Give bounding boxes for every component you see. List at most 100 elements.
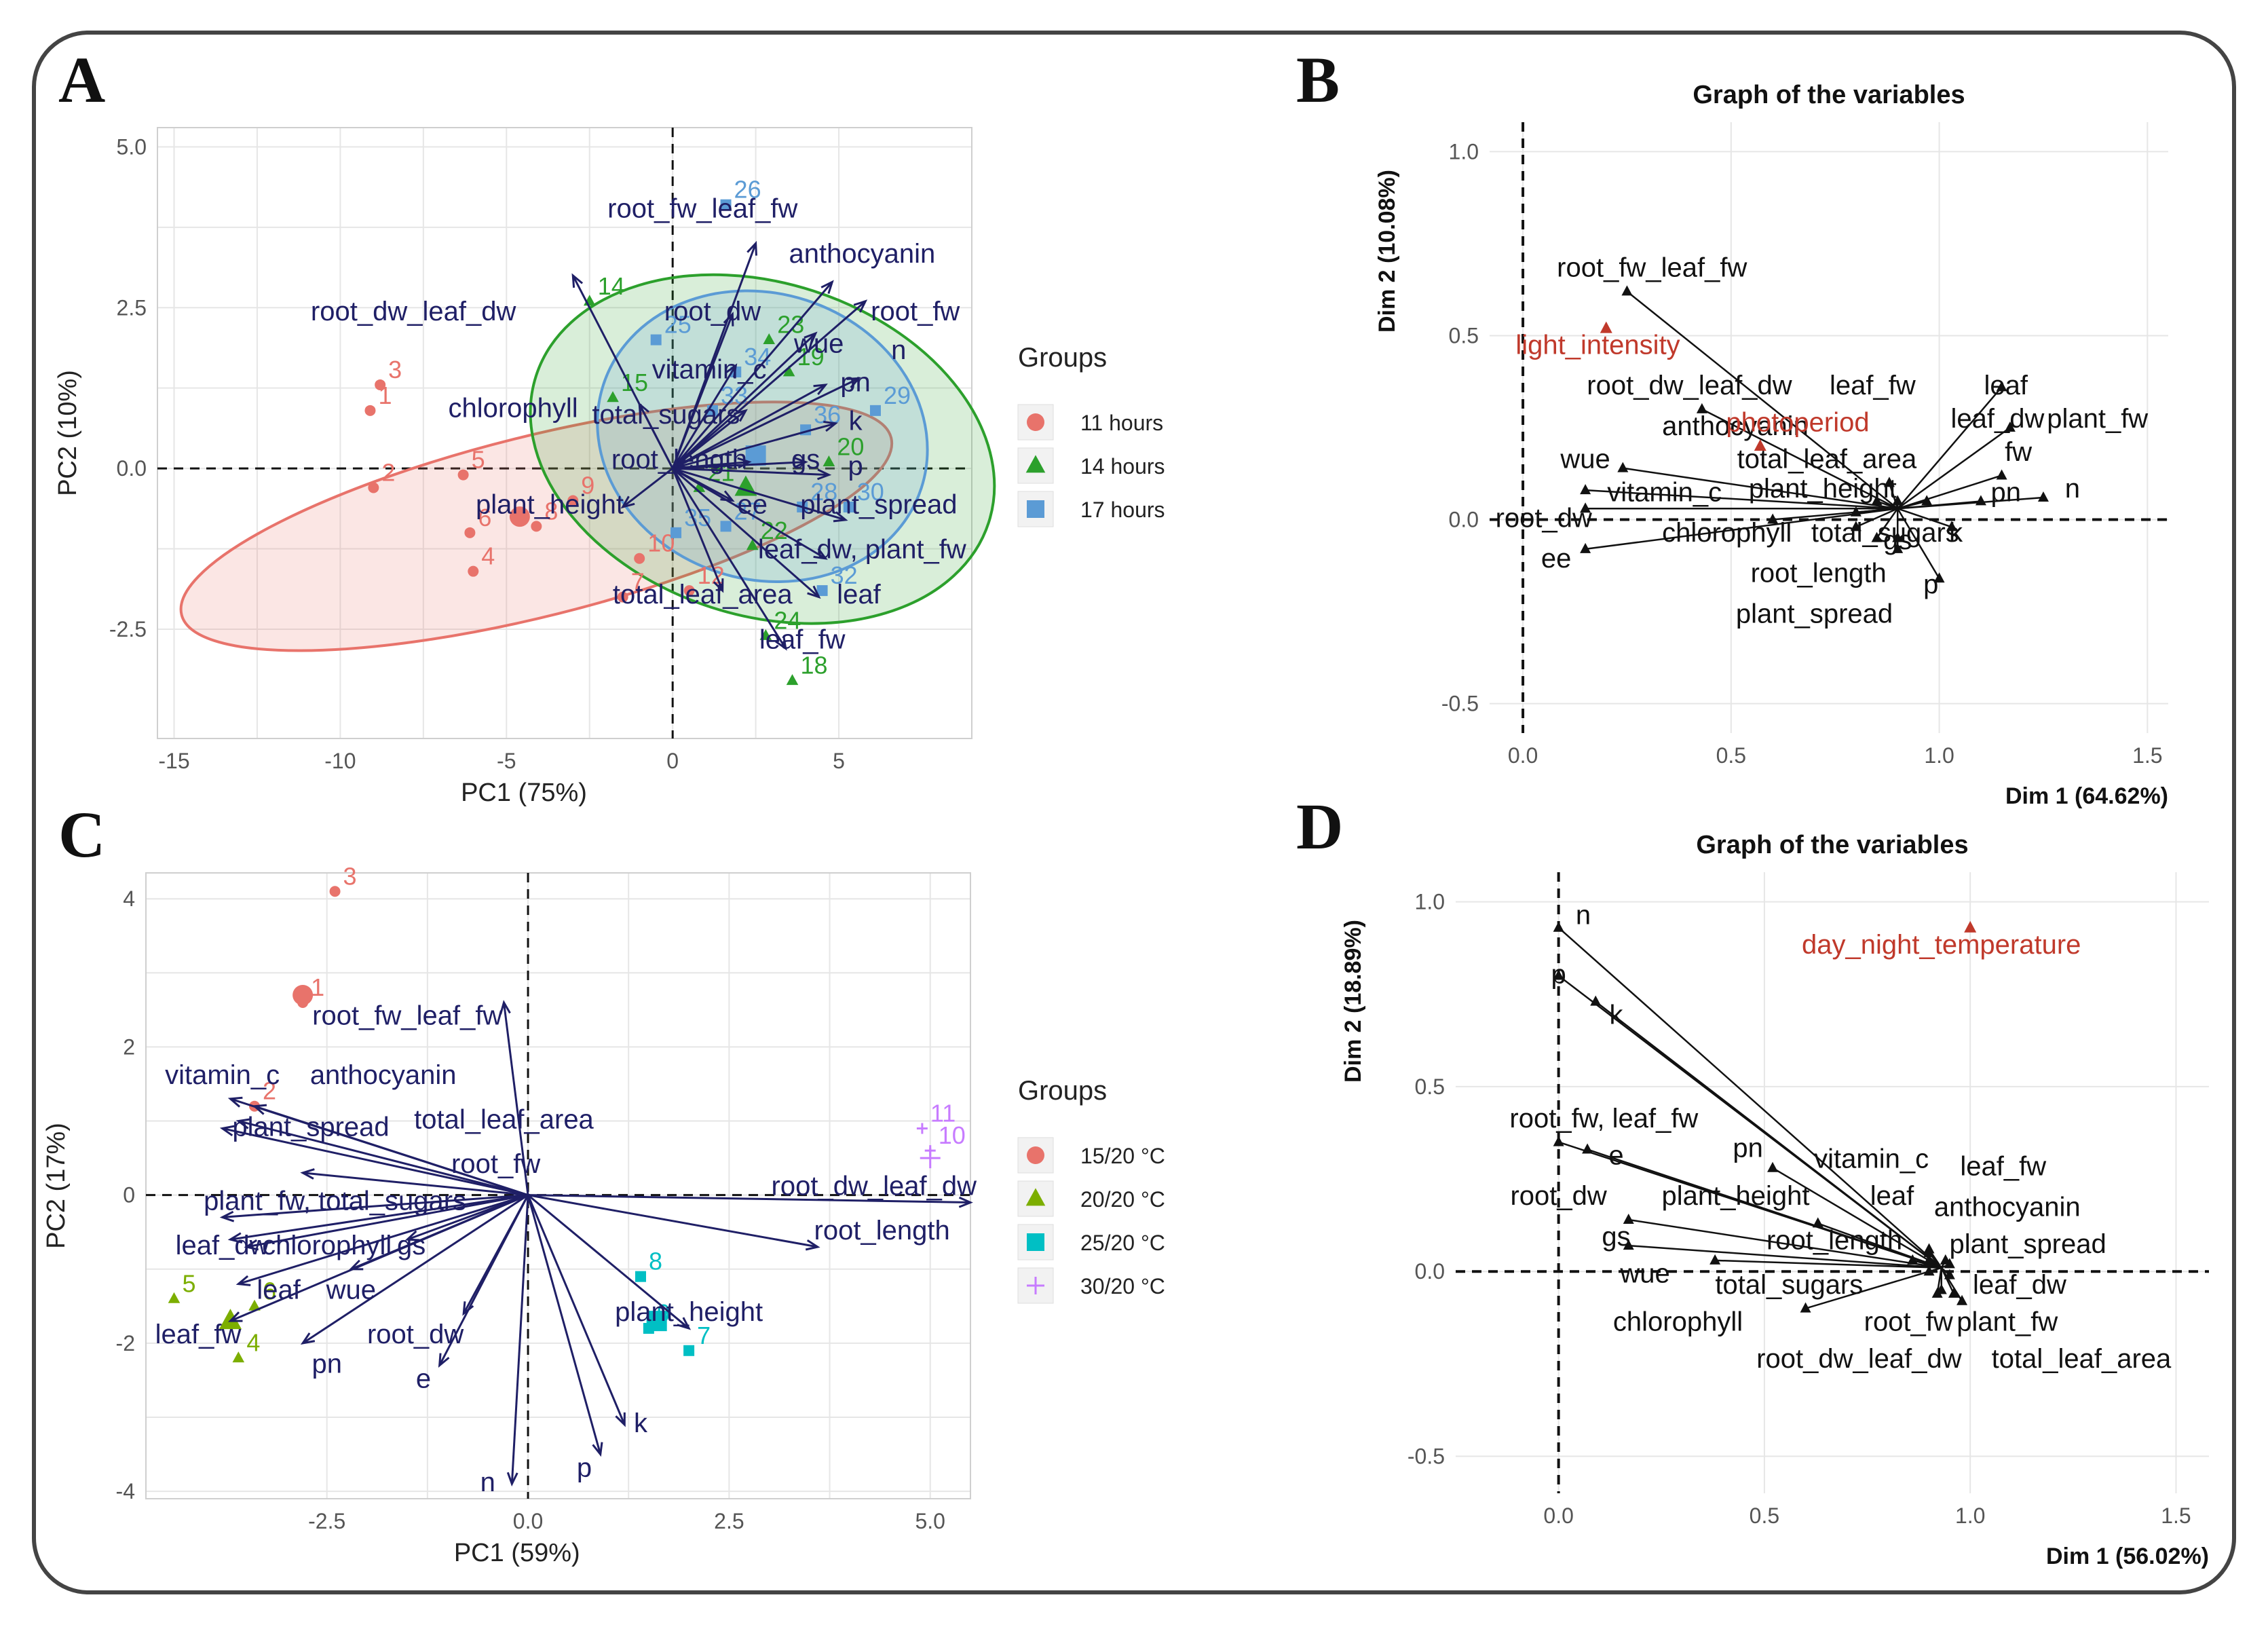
variable-label: root_length: [1766, 1226, 1902, 1256]
variable-arrowhead: [592, 1442, 603, 1457]
variable-vector: [1876, 508, 1899, 539]
observation-label: 14: [598, 272, 625, 300]
variable-arrow: [527, 1195, 602, 1455]
variable-arrow: [254, 1105, 529, 1197]
variable-label: chlorophyll: [448, 393, 578, 423]
variable-label: plant_height: [615, 1297, 763, 1327]
variable-label: ee: [1541, 544, 1572, 574]
observation-point: [232, 1351, 245, 1363]
variable-arrow: [672, 467, 846, 521]
variable-label: root_length: [1751, 559, 1887, 588]
legend-marker: [1027, 1233, 1044, 1251]
variable-label: leaf_dw, plant_fw: [758, 535, 966, 565]
variable-label: total_sugars: [592, 400, 740, 430]
variable-label: p: [577, 1453, 592, 1482]
variable-label: leaf_fw: [1960, 1152, 2046, 1182]
observation-point: [869, 405, 881, 416]
panel-a-pca-biplot: -15 -10 -5 0 5-2.50.02.55.012345678910121415…: [54, 127, 1165, 807]
variable-point: [1553, 969, 1564, 980]
variable-arrowhead: [817, 468, 832, 481]
variable-arrow: [222, 1194, 529, 1218]
variable-arrow: [671, 314, 734, 469]
variable-label: vitamin_c: [1607, 477, 1722, 507]
observation-label: 23: [777, 311, 804, 339]
variable-point: [1623, 1239, 1634, 1250]
legend-marker: [1027, 1277, 1044, 1294]
variable-point: [1946, 521, 1957, 531]
group-centroid: [292, 985, 314, 1006]
variable-arrowhead: [499, 1000, 511, 1015]
x-tick-label: 0.5: [1750, 1503, 1779, 1528]
variable-label: pn: [1733, 1133, 1763, 1163]
observation-label: 10: [647, 529, 675, 557]
group-centroid: [920, 1148, 941, 1169]
variable-vector: [1701, 408, 1898, 510]
variable-arrow: [527, 1195, 626, 1425]
observation-point: [368, 482, 379, 493]
variable-arrow: [673, 461, 806, 470]
panel-b-variables-graph: 0.0 0.5 1.0 1.5 -0.5 0.0 0.5 1.0 Graph of the va…: [1374, 81, 2168, 809]
variable-label: leaf_dw: [1973, 1270, 2066, 1300]
observation-label: 2: [263, 1077, 276, 1105]
variable-arrowhead: [244, 1239, 259, 1251]
variable-label: root_dw_leaf_dw: [311, 297, 516, 326]
variable-arrow: [671, 364, 737, 469]
variable-label: wue: [1560, 445, 1610, 474]
variable-vector: [1897, 386, 2003, 510]
observation-point: [650, 334, 662, 345]
variable-point: [1850, 521, 1861, 531]
variable-label: vitamin_c: [652, 354, 767, 384]
variable-label: root_fw, leaf_fw: [1509, 1104, 1698, 1134]
y-tick-label: 0.0: [1415, 1259, 1445, 1284]
observation-label: 6: [263, 1277, 276, 1305]
y-tick-label: 0.5: [1449, 323, 1479, 348]
variable-arrow: [302, 1172, 529, 1197]
y-axis-title: Dim 2 (10.08%): [1374, 170, 1400, 333]
variable-point: [1623, 1213, 1634, 1224]
y-tick-label: -0.5: [1441, 692, 1479, 716]
observation-point: [364, 405, 376, 416]
variable-point: [1590, 995, 1602, 1006]
variable-arrow: [527, 1194, 818, 1248]
variable-arrow: [238, 1194, 529, 1286]
panel-letter-a: A: [58, 43, 105, 116]
variable-arrow: [672, 377, 860, 470]
observation-point: [786, 674, 799, 686]
observation-point: [531, 521, 542, 532]
legend-title: Groups: [1018, 343, 1107, 373]
variable-vector: [1897, 474, 2002, 510]
variable-point: [1957, 1294, 1968, 1305]
observation-label: 4: [246, 1329, 260, 1357]
legend-label: 30/20 °C: [1080, 1274, 1165, 1298]
variable-label: anthocyanin: [310, 1060, 457, 1090]
variable-label: plant_spread: [232, 1112, 389, 1142]
variable-label: plant_height: [1749, 474, 1897, 504]
variable-label: n: [1576, 900, 1591, 930]
y-tick-label: 0.5: [1415, 1074, 1445, 1099]
variable-label: leaf: [837, 580, 881, 610]
variable-label: e: [416, 1364, 431, 1394]
variable-point: [1696, 403, 1707, 413]
x-tick-label: 0.5: [1716, 743, 1746, 768]
variable-point: [1580, 542, 1591, 553]
variable-vector: [1595, 1000, 1942, 1269]
variable-label: root_dw: [367, 1320, 464, 1349]
variable-point: [1996, 381, 2007, 392]
observation-point: [916, 1123, 928, 1134]
variable-label: gs: [1602, 1222, 1630, 1252]
observation-label: 25: [664, 311, 692, 339]
y-tick-label: 1.0: [1415, 890, 1445, 914]
y-tick-label: 1.0: [1449, 139, 1479, 164]
x-tick-label: 1.0: [1955, 1503, 1985, 1528]
variable-label: total_sugars: [1811, 518, 1959, 548]
variable-arrowhead: [725, 363, 738, 378]
legend-marker: [1025, 1188, 1046, 1206]
plot-background: [157, 128, 972, 738]
variable-arrowhead: [219, 1125, 235, 1137]
variable-label: n: [480, 1467, 495, 1497]
variable-arrow: [502, 1002, 529, 1195]
variable-point: [1933, 572, 1945, 583]
variable-arrowhead: [746, 240, 757, 256]
variable-label: plant_spread: [1736, 599, 1893, 629]
variable-label: n: [891, 335, 906, 365]
